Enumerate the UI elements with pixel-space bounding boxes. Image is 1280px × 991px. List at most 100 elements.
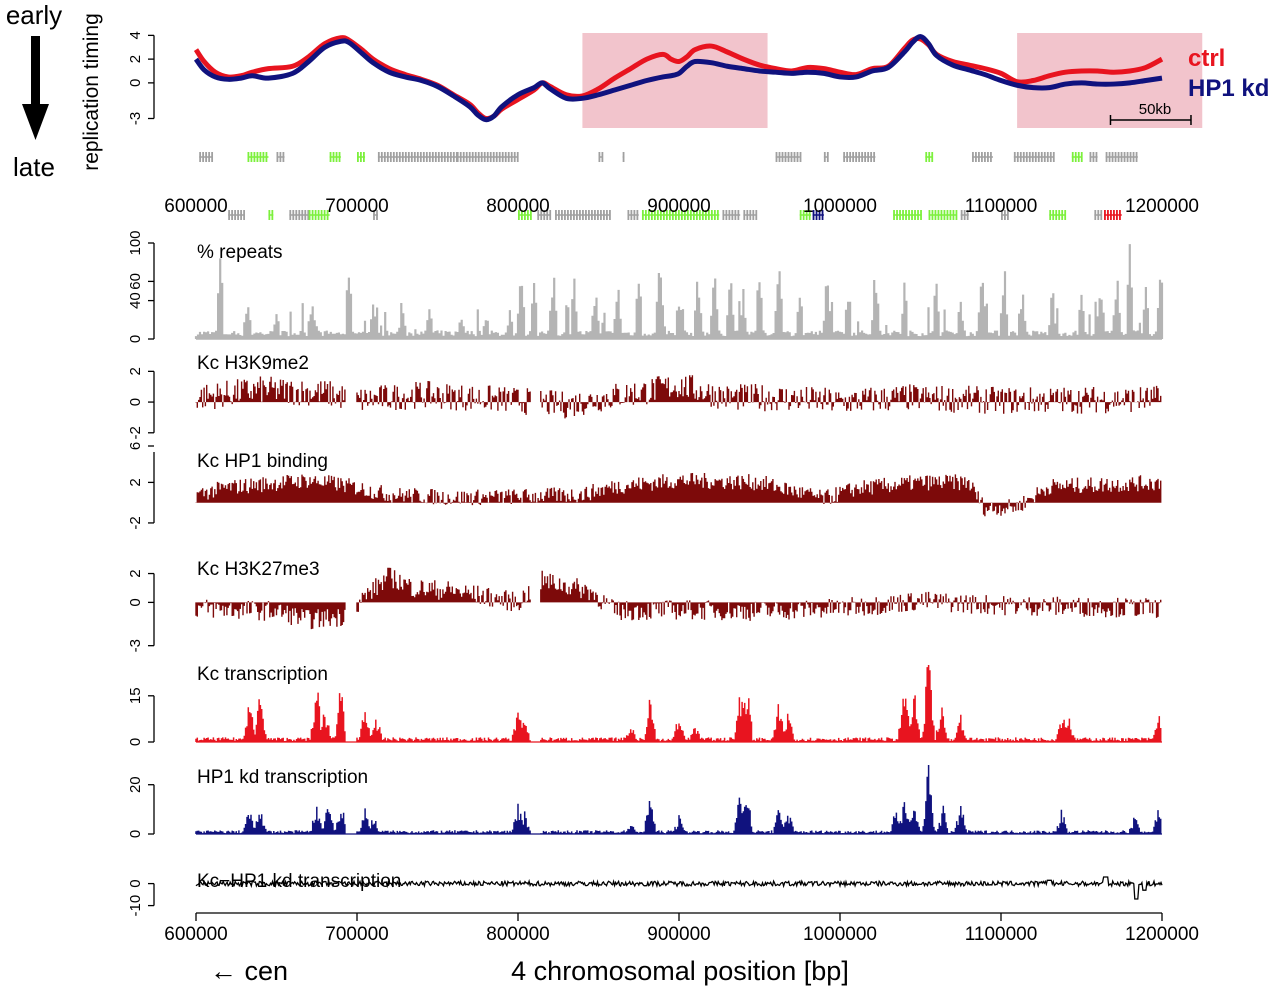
gene-exon (987, 152, 989, 162)
gene-exon (984, 152, 986, 162)
gene-exon (990, 152, 992, 162)
track-y-tick-label: 40 (127, 292, 144, 309)
gene-exon (1097, 210, 1100, 220)
gene-exon (656, 210, 659, 220)
gene-exon (1117, 152, 1120, 162)
gene-exon (555, 210, 557, 220)
gene-exon (713, 210, 716, 220)
gene-exon (202, 152, 205, 162)
track-y-tick-label: -2 (127, 426, 144, 439)
gene-exon (1058, 210, 1061, 220)
gene-exon (243, 210, 245, 220)
gene-exon (934, 210, 937, 220)
track-y-tick-label: 0 (127, 830, 144, 838)
gene-exon (567, 210, 569, 220)
gene-exon (489, 152, 492, 162)
gene-exon (644, 210, 647, 220)
gene-exon (546, 210, 549, 220)
gene-exon (1110, 210, 1112, 220)
track-y-tick-label: 2 (127, 478, 144, 486)
gene-exon (1104, 210, 1106, 220)
gene-exon (253, 152, 256, 162)
gene-exon (1111, 152, 1114, 162)
gene-exon (781, 152, 784, 162)
signal-3 (195, 567, 1162, 630)
track-y-tick-label: 2 (127, 367, 144, 375)
track-4: 0 15 Kc transcription (127, 664, 1162, 746)
gene-exon (662, 210, 665, 220)
gene-exon (446, 152, 449, 162)
gene-exon (1034, 152, 1037, 162)
gene-exon (925, 152, 928, 162)
gene-exon (896, 210, 898, 220)
gene-exon (1007, 210, 1009, 220)
gene-exon (386, 152, 389, 162)
gene-exon (698, 210, 701, 220)
gene-exon (413, 152, 416, 162)
gene-exon (1016, 152, 1019, 162)
gene-exon (928, 210, 931, 220)
gene-exon (1123, 152, 1126, 162)
gene-exon (683, 210, 686, 220)
gene-exon (1074, 152, 1077, 162)
gene-exon (928, 152, 931, 162)
gene-exon (401, 152, 404, 162)
gene-exon (1049, 210, 1052, 220)
x-tick-label: 1200000 (1125, 196, 1199, 217)
gene-exon (363, 152, 365, 162)
gene-exon (692, 210, 695, 220)
gene-exon (914, 210, 916, 220)
gene-exon (452, 152, 455, 162)
gene-exon (902, 210, 904, 220)
gene-exon (911, 210, 913, 220)
gene-exon (416, 152, 419, 162)
late-label: late (13, 152, 55, 182)
gene-exon (524, 210, 526, 220)
x-tick-label: 700000 (325, 196, 388, 217)
gene-exon (582, 210, 584, 220)
gene-exon (630, 210, 633, 220)
gene-exon (425, 152, 428, 162)
gene-exon (1046, 152, 1049, 162)
gene-exon (622, 152, 625, 162)
gene-exon (963, 210, 966, 220)
gene-exon (486, 152, 489, 162)
gene-exon (308, 210, 311, 220)
gene-exon (707, 210, 710, 220)
gene-exon (784, 152, 787, 162)
gene-exon (793, 152, 796, 162)
gene-exon (564, 210, 566, 220)
gene-exon (650, 210, 653, 220)
gene-exon (329, 152, 332, 162)
gene-exon (749, 210, 752, 220)
gene-exon (1040, 152, 1043, 162)
gene-exon (495, 152, 498, 162)
gene-exon (307, 210, 310, 220)
gene-exon (799, 210, 802, 220)
gene-exon (465, 152, 468, 162)
x-tick-label: 1100000 (965, 196, 1038, 217)
gene-exon (677, 210, 680, 220)
track-3: 2 0 -3 Kc H3K27me3 (127, 559, 1162, 652)
gene-exon (1080, 152, 1083, 162)
gene-exon (1019, 152, 1022, 162)
gene-exon (818, 210, 821, 220)
gene-exon (510, 152, 513, 162)
gene-exon (937, 210, 940, 220)
gene-exon (1094, 210, 1097, 220)
gene-exon (704, 210, 707, 220)
gene-exon (579, 210, 581, 220)
gene-exon (314, 210, 317, 220)
gene-exon (282, 152, 285, 162)
gene-exon (419, 152, 422, 162)
x-tick-label: 1000000 (803, 196, 877, 217)
gene-exon (1135, 152, 1138, 162)
series-line-hp1kd (193, 34, 1163, 123)
gene-exon (920, 210, 922, 220)
gene-exon (1064, 210, 1067, 220)
gene-exon (543, 210, 546, 220)
gene-exon (231, 210, 233, 220)
gene-exon (428, 152, 431, 162)
